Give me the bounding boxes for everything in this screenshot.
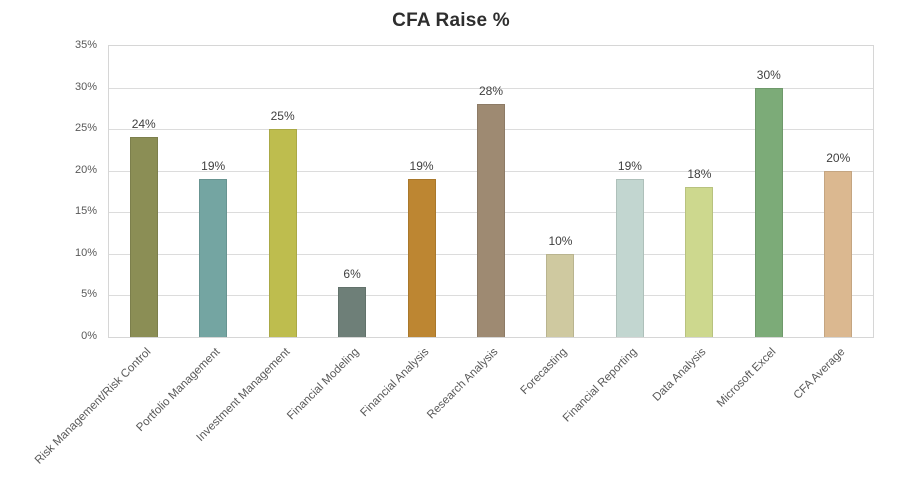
bar-data-analysis [685,187,714,337]
y-axis-tick-label: 0% [81,330,97,342]
bar-financial-modeling [338,287,367,337]
y-axis-tick-label: 5% [81,288,97,301]
y-axis-tick-label: 35% [74,39,97,51]
bar-microsoft-excel [754,87,783,337]
bar-value-label: 19% [617,159,642,174]
bar-research-analysis [477,104,505,337]
bar-value-label: 18% [687,167,712,182]
bar-risk-management-risk-control [129,137,158,337]
bar-value-label: 30% [756,67,781,82]
bar-value-label: 28% [478,84,504,99]
y-axis-tick-label: 20% [74,163,97,176]
x-axis-category-label: Risk Management/Risk Control [32,346,154,467]
bar-financial-analysis [407,179,436,337]
bar-value-label: 20% [826,150,851,165]
bar-value-label: 6% [343,267,361,282]
plot-area: 24% 19% 25% 6% 19% 28% 10% 19% 18% 30% 20% [108,45,874,338]
bar-portfolio-management [199,179,228,337]
y-axis: 0% 5% 10% 15% 20% 25% 30% 35% [0,39,103,342]
bar-value-label: 10% [548,233,573,248]
y-axis-tick-label: 10% [74,246,97,259]
bar-value-label: 19% [409,159,434,174]
bar-investment-management [268,129,297,337]
x-axis-labels: Risk Management/Risk Control Portfolio Ma… [33,344,874,492]
bar-forecasting [546,253,575,337]
bar-cfa-average [824,170,853,337]
bar-value-label: 25% [270,109,295,124]
y-axis-tick-label: 30% [74,80,97,93]
bar-value-label: 19% [201,159,226,174]
y-axis-tick-label: 25% [74,122,97,135]
chart-title: CFA Raise % [392,10,510,31]
y-axis-tick-label: 15% [74,205,97,218]
bar-value-label: 24% [131,117,156,132]
bar-financial-reporting [615,179,644,337]
gridline [109,87,873,89]
